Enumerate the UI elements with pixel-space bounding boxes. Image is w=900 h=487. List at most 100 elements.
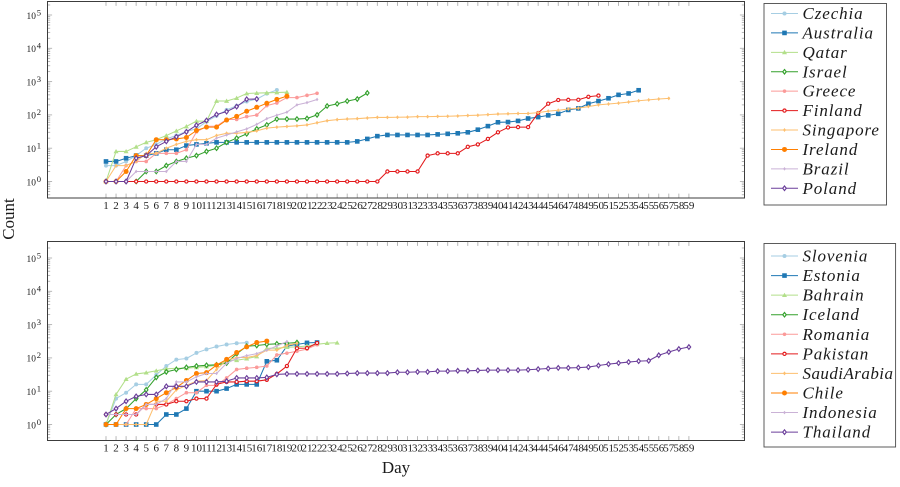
svg-text:38: 38 [472,442,484,454]
svg-text:10: 10 [27,421,37,431]
svg-text:46: 46 [553,442,565,454]
svg-text:15: 15 [241,442,253,454]
svg-text:11: 11 [201,442,212,454]
svg-text:Greece: Greece [803,82,857,101]
svg-text:48: 48 [573,200,585,212]
svg-text:34: 34 [432,200,444,212]
svg-text:3: 3 [123,442,129,454]
svg-text:49: 49 [583,442,595,454]
svg-text:54: 54 [633,200,645,212]
svg-text:3: 3 [123,200,129,212]
svg-text:24: 24 [332,200,344,212]
svg-text:4: 4 [133,442,139,454]
svg-text:41: 41 [503,442,514,454]
svg-text:52: 52 [613,200,624,212]
svg-text:2: 2 [113,200,119,212]
svg-text:22: 22 [312,200,323,212]
svg-text:33: 33 [422,442,434,454]
svg-text:19: 19 [281,200,293,212]
svg-text:13: 13 [221,200,233,212]
svg-text:35: 35 [442,442,454,454]
svg-text:0: 0 [37,174,41,184]
svg-text:21: 21 [302,442,313,454]
svg-text:39: 39 [482,200,494,212]
svg-text:16: 16 [251,200,263,212]
svg-text:59: 59 [683,442,695,454]
svg-text:17: 17 [261,442,273,454]
svg-text:37: 37 [462,200,474,212]
svg-text:42: 42 [513,442,524,454]
svg-text:49: 49 [583,200,595,212]
svg-text:50: 50 [593,442,605,454]
svg-text:5: 5 [37,7,41,17]
svg-text:22: 22 [312,442,323,454]
svg-text:Estonia: Estonia [802,266,861,285]
svg-text:11: 11 [201,200,212,212]
svg-text:Singapore: Singapore [803,121,880,140]
svg-text:35: 35 [442,200,454,212]
svg-text:46: 46 [553,200,565,212]
svg-text:10: 10 [27,178,37,188]
svg-text:Day: Day [382,458,411,477]
svg-text:50: 50 [593,200,605,212]
svg-text:Slovenia: Slovenia [803,247,869,266]
svg-text:37: 37 [462,442,474,454]
svg-text:58: 58 [673,200,685,212]
svg-text:32: 32 [412,200,423,212]
svg-text:6: 6 [154,442,160,454]
svg-text:Israel: Israel [802,62,848,81]
svg-text:54: 54 [633,442,645,454]
svg-text:55: 55 [643,200,655,212]
svg-text:Finland: Finland [802,101,863,120]
svg-text:53: 53 [623,200,635,212]
svg-text:2: 2 [113,442,119,454]
svg-text:10: 10 [27,388,37,398]
svg-text:39: 39 [482,442,494,454]
svg-text:Australia: Australia [802,23,874,42]
svg-text:36: 36 [452,200,464,212]
svg-text:57: 57 [663,442,675,454]
svg-text:Poland: Poland [802,179,858,198]
svg-text:29: 29 [382,442,394,454]
svg-text:21: 21 [302,200,313,212]
svg-text:41: 41 [503,200,514,212]
svg-text:10: 10 [191,442,203,454]
svg-text:59: 59 [683,200,695,212]
svg-text:10: 10 [27,288,37,298]
svg-text:5: 5 [143,200,149,212]
svg-text:Chile: Chile [803,383,844,402]
svg-text:56: 56 [653,200,665,212]
svg-text:40: 40 [492,442,504,454]
svg-text:0: 0 [37,417,41,427]
svg-text:42: 42 [513,200,524,212]
svg-text:24: 24 [332,442,344,454]
svg-text:Thailand: Thailand [803,423,872,442]
svg-text:Iceland: Iceland [802,305,860,324]
svg-text:36: 36 [452,442,464,454]
svg-text:40: 40 [492,200,504,212]
svg-text:5: 5 [37,250,41,260]
svg-text:27: 27 [362,442,374,454]
svg-text:20: 20 [291,442,303,454]
svg-text:Brazil: Brazil [803,159,850,178]
svg-text:26: 26 [352,442,364,454]
svg-text:10: 10 [191,200,203,212]
svg-text:45: 45 [543,200,555,212]
svg-text:1: 1 [37,384,41,394]
svg-text:47: 47 [563,200,575,212]
svg-text:SaudiArabia: SaudiArabia [803,364,894,383]
svg-text:10: 10 [27,145,37,155]
svg-text:30: 30 [392,442,404,454]
svg-text:Count: Count [0,198,18,240]
svg-text:44: 44 [533,200,545,212]
svg-text:9: 9 [184,442,190,454]
svg-text:10: 10 [27,321,37,331]
svg-text:34: 34 [432,442,444,454]
svg-text:7: 7 [164,200,170,212]
svg-text:4: 4 [133,200,139,212]
svg-text:4: 4 [37,284,42,294]
svg-text:2: 2 [37,107,41,117]
svg-text:20: 20 [291,200,303,212]
svg-text:58: 58 [673,442,685,454]
svg-text:28: 28 [372,442,384,454]
